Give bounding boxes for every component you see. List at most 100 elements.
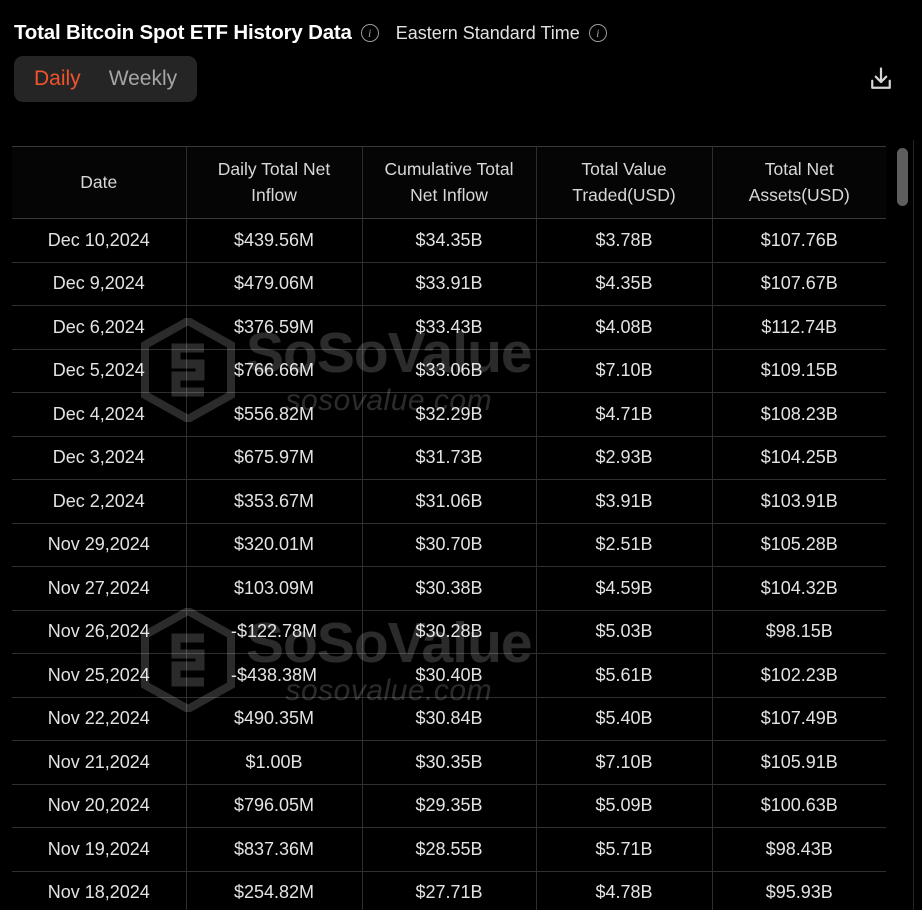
page-title: Total Bitcoin Spot ETF History Data	[14, 21, 352, 44]
cell-date: Nov 19,2024	[12, 827, 187, 872]
cell-daily-inflow: $490.35M	[186, 697, 363, 741]
period-tab-group: Daily Weekly	[14, 56, 198, 102]
cell-cumulative: $31.73B	[362, 436, 537, 480]
cell-cumulative: $30.70B	[362, 523, 537, 567]
cell-daily-inflow: -$122.78M	[186, 610, 363, 654]
cell-cumulative: $33.43B	[362, 305, 537, 350]
title-info-icon[interactable]: i	[360, 24, 379, 42]
table-row[interactable]: Nov 18,2024 $254.82M $27.71B $4.78B $95.93B	[12, 871, 886, 910]
cell-cumulative: $27.71B	[362, 871, 537, 910]
cell-value-traded: $5.71B	[536, 827, 713, 872]
cell-daily-inflow: $320.01M	[186, 523, 363, 567]
cell-daily-inflow: $796.05M	[186, 784, 363, 828]
cell-date: Nov 21,2024	[12, 740, 187, 785]
cell-cumulative: $33.91B	[362, 262, 537, 306]
panel-right-edge	[913, 140, 914, 910]
history-table: Date Daily Total Net Inflow Cumulative T…	[12, 146, 886, 910]
column-header-date[interactable]: Date	[12, 146, 187, 219]
cell-cumulative: $31.06B	[362, 479, 537, 524]
table-scrollbar-thumb[interactable]	[897, 148, 908, 206]
history-table-container[interactable]: Date Daily Total Net Inflow Cumulative T…	[12, 146, 910, 910]
cell-value-traded: $3.78B	[536, 218, 713, 263]
cell-net-assets: $105.28B	[712, 523, 886, 567]
cell-daily-inflow: $1.00B	[186, 740, 363, 785]
cell-daily-inflow: $376.59M	[186, 305, 363, 350]
table-row[interactable]: Nov 29,2024 $320.01M $30.70B $2.51B $105.28B	[12, 523, 886, 567]
table-row[interactable]: Dec 3,2024 $675.97M $31.73B $2.93B $104.25B	[12, 436, 886, 480]
cell-value-traded: $2.51B	[536, 523, 713, 567]
history-table-body: Dec 10,2024 $439.56M $34.35B $3.78B $107.76B…	[12, 218, 886, 910]
cell-date: Dec 4,2024	[12, 392, 187, 437]
cell-value-traded: $3.91B	[536, 479, 713, 524]
cell-daily-inflow: $103.09M	[186, 566, 363, 611]
table-row[interactable]: Dec 10,2024 $439.56M $34.35B $3.78B $107.76B	[12, 218, 886, 263]
table-row[interactable]: Nov 19,2024 $837.36M $28.55B $5.71B $98.43B	[12, 827, 886, 872]
table-scrollbar[interactable]	[897, 146, 908, 906]
table-row[interactable]: Nov 22,2024 $490.35M $30.84B $5.40B $107.49B	[12, 697, 886, 741]
cell-value-traded: $5.61B	[536, 653, 713, 698]
cell-net-assets: $98.43B	[712, 827, 886, 872]
cell-value-traded: $2.93B	[536, 436, 713, 480]
cell-value-traded: $4.08B	[536, 305, 713, 350]
cell-date: Nov 26,2024	[12, 610, 187, 654]
cell-cumulative: $29.35B	[362, 784, 537, 828]
cell-net-assets: $107.49B	[712, 697, 886, 741]
cell-cumulative: $33.06B	[362, 349, 537, 393]
timezone-info-icon[interactable]: i	[588, 24, 607, 42]
column-header-cumulative[interactable]: Cumulative Total Net Inflow	[362, 146, 537, 219]
cell-daily-inflow: $766.66M	[186, 349, 363, 393]
cell-net-assets: $98.15B	[712, 610, 886, 654]
download-button[interactable]	[862, 60, 900, 98]
cell-net-assets: $105.91B	[712, 740, 886, 785]
cell-net-assets: $108.23B	[712, 392, 886, 437]
timezone-label: Eastern Standard Time	[395, 22, 580, 43]
header-bar: Total Bitcoin Spot ETF History Data i Ea…	[0, 0, 922, 44]
column-header-value-traded[interactable]: Total Value Traded(USD)	[536, 146, 713, 219]
tab-weekly[interactable]: Weekly	[95, 63, 191, 95]
table-row[interactable]: Dec 9,2024 $479.06M $33.91B $4.35B $107.67B	[12, 262, 886, 306]
cell-date: Nov 22,2024	[12, 697, 187, 741]
table-row[interactable]: Dec 6,2024 $376.59M $33.43B $4.08B $112.74B	[12, 305, 886, 350]
table-row[interactable]: Nov 27,2024 $103.09M $30.38B $4.59B $104.32B	[12, 566, 886, 611]
table-row[interactable]: Dec 2,2024 $353.67M $31.06B $3.91B $103.91B	[12, 479, 886, 524]
table-row[interactable]: Nov 26,2024 -$122.78M $30.28B $5.03B $98.15B	[12, 610, 886, 654]
cell-net-assets: $103.91B	[712, 479, 886, 524]
cell-net-assets: $104.32B	[712, 566, 886, 611]
cell-net-assets: $95.93B	[712, 871, 886, 910]
cell-daily-inflow: $556.82M	[186, 392, 363, 437]
cell-daily-inflow: $675.97M	[186, 436, 363, 480]
cell-date: Dec 2,2024	[12, 479, 187, 524]
cell-value-traded: $5.03B	[536, 610, 713, 654]
cell-daily-inflow: $254.82M	[186, 871, 363, 910]
column-header-net-assets[interactable]: Total Net Assets(USD)	[712, 146, 886, 219]
cell-date: Dec 3,2024	[12, 436, 187, 480]
cell-value-traded: $4.71B	[536, 392, 713, 437]
cell-value-traded: $4.59B	[536, 566, 713, 611]
cell-daily-inflow: $353.67M	[186, 479, 363, 524]
cell-daily-inflow: -$438.38M	[186, 653, 363, 698]
cell-net-assets: $109.15B	[712, 349, 886, 393]
cell-cumulative: $30.28B	[362, 610, 537, 654]
table-row[interactable]: Nov 20,2024 $796.05M $29.35B $5.09B $100.63B	[12, 784, 886, 828]
cell-daily-inflow: $439.56M	[186, 218, 363, 263]
table-row[interactable]: Dec 5,2024 $766.66M $33.06B $7.10B $109.15B	[12, 349, 886, 393]
cell-net-assets: $102.23B	[712, 653, 886, 698]
column-header-daily-inflow[interactable]: Daily Total Net Inflow	[186, 146, 363, 219]
cell-date: Dec 6,2024	[12, 305, 187, 350]
cell-daily-inflow: $479.06M	[186, 262, 363, 306]
download-icon	[871, 67, 891, 89]
cell-value-traded: $4.35B	[536, 262, 713, 306]
cell-value-traded: $4.78B	[536, 871, 713, 910]
table-row[interactable]: Nov 21,2024 $1.00B $30.35B $7.10B $105.91B	[12, 740, 886, 785]
cell-cumulative: $32.29B	[362, 392, 537, 437]
cell-net-assets: $112.74B	[712, 305, 886, 350]
cell-cumulative: $30.35B	[362, 740, 537, 785]
cell-date: Dec 5,2024	[12, 349, 187, 393]
toolbar-row: Daily Weekly	[0, 54, 922, 104]
tab-daily[interactable]: Daily	[20, 63, 95, 95]
cell-value-traded: $5.09B	[536, 784, 713, 828]
cell-date: Dec 10,2024	[12, 218, 187, 263]
table-row[interactable]: Dec 4,2024 $556.82M $32.29B $4.71B $108.23B	[12, 392, 886, 437]
table-row[interactable]: Nov 25,2024 -$438.38M $30.40B $5.61B $102.23…	[12, 653, 886, 698]
cell-cumulative: $30.38B	[362, 566, 537, 611]
